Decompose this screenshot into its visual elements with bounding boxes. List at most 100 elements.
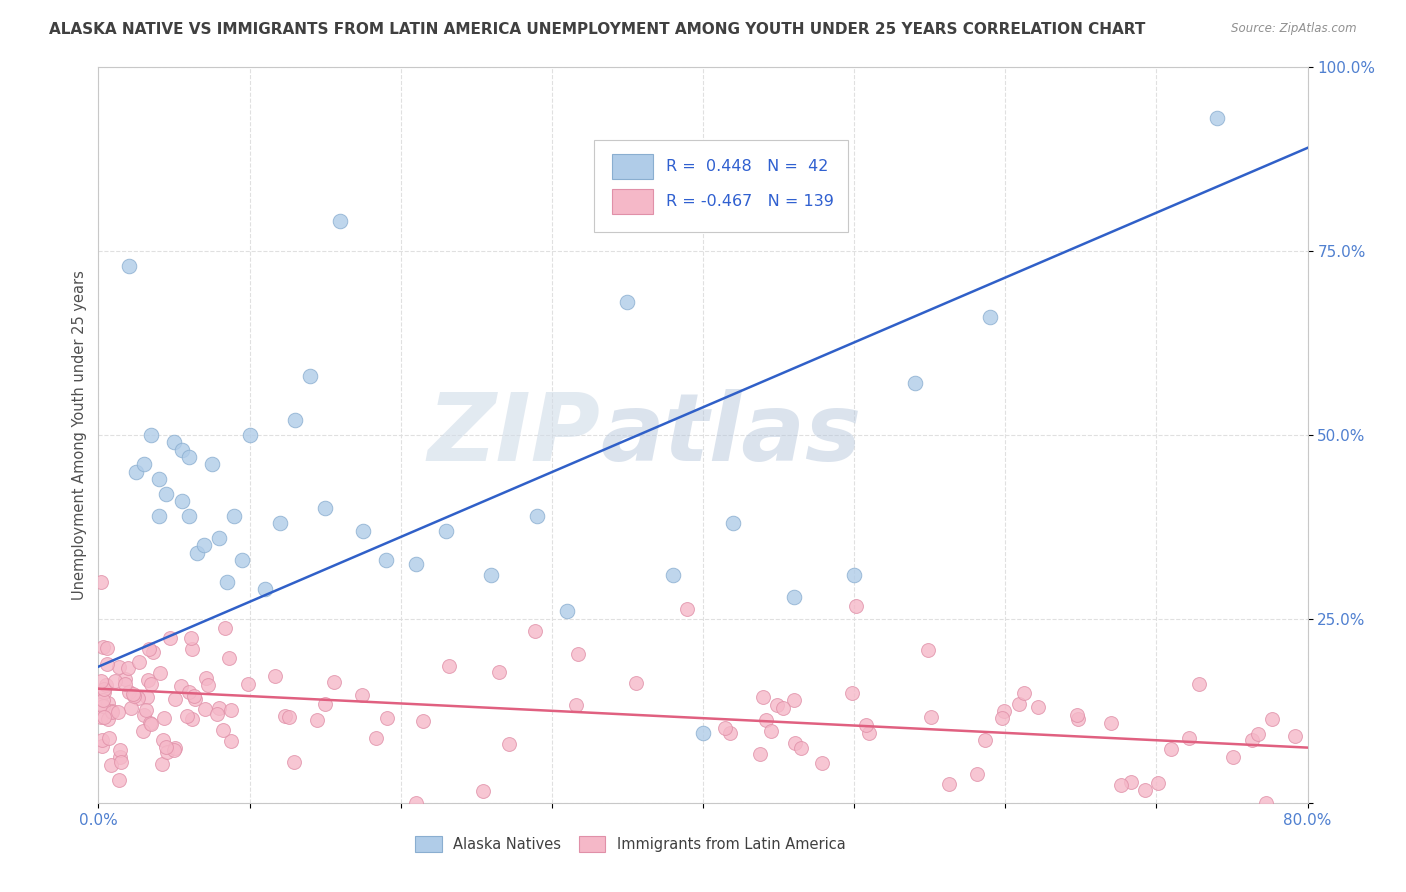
Point	[148, 508, 170, 523]
Point	[96, 657, 118, 672]
Point	[307, 713, 329, 727]
Point	[93, 710, 115, 724]
Point	[122, 687, 145, 701]
Point	[1099, 716, 1122, 731]
Point	[991, 711, 1014, 725]
Point	[1008, 697, 1031, 711]
Point	[152, 733, 174, 747]
Point	[90, 575, 112, 590]
Point	[1261, 712, 1284, 726]
Point	[565, 698, 588, 713]
Point	[238, 677, 260, 691]
Point	[329, 214, 352, 228]
Point	[135, 702, 157, 716]
Point	[299, 369, 322, 384]
Point	[184, 691, 207, 706]
Point	[624, 676, 647, 690]
Point	[215, 575, 238, 590]
Point	[283, 755, 305, 769]
Point	[481, 567, 503, 582]
Point	[90, 733, 112, 747]
Text: ALASKA NATIVE VS IMMIGRANTS FROM LATIN AMERICA UNEMPLOYMENT AMONG YOUTH UNDER 25: ALASKA NATIVE VS IMMIGRANTS FROM LATIN A…	[49, 22, 1146, 37]
Point	[180, 712, 202, 726]
Point	[1206, 112, 1229, 126]
Point	[100, 757, 122, 772]
Point	[170, 442, 193, 457]
Point	[841, 686, 863, 700]
Point	[180, 631, 202, 645]
Point	[90, 710, 112, 724]
Point	[134, 708, 156, 723]
Point	[181, 641, 204, 656]
Point	[904, 376, 927, 391]
Point	[434, 524, 457, 538]
Point	[141, 427, 163, 442]
Point	[616, 295, 638, 310]
Point	[120, 700, 142, 714]
Point	[149, 665, 172, 680]
Point	[163, 743, 186, 757]
Point	[148, 472, 170, 486]
Point	[1147, 776, 1170, 790]
Point	[90, 698, 112, 712]
Point	[224, 508, 246, 523]
Point	[165, 740, 187, 755]
Point	[201, 457, 224, 471]
Point	[412, 714, 434, 728]
Point	[114, 677, 136, 691]
Point	[966, 767, 988, 781]
Point	[785, 736, 807, 750]
Point	[91, 693, 114, 707]
Legend: Alaska Natives, Immigrants from Latin America: Alaska Natives, Immigrants from Latin Am…	[409, 830, 851, 858]
Point	[90, 674, 112, 689]
Point	[150, 756, 173, 771]
Text: R = -0.467   N = 139: R = -0.467 N = 139	[665, 194, 834, 209]
Point	[772, 701, 794, 715]
Point	[263, 669, 285, 683]
Point	[159, 631, 181, 645]
Point	[471, 784, 494, 798]
Point	[208, 701, 231, 715]
Point	[979, 310, 1001, 325]
Text: Source: ZipAtlas.com: Source: ZipAtlas.com	[1232, 22, 1357, 36]
Point	[855, 718, 877, 732]
Point	[179, 450, 201, 464]
Point	[765, 698, 787, 712]
Point	[1247, 727, 1270, 741]
Point	[195, 671, 218, 685]
Point	[1222, 749, 1244, 764]
Point	[107, 705, 129, 719]
Point	[163, 691, 186, 706]
Point	[136, 673, 159, 687]
Point	[127, 691, 149, 706]
Point	[993, 704, 1015, 718]
Point	[108, 773, 131, 788]
Point	[790, 740, 813, 755]
Point	[567, 647, 589, 661]
Point	[917, 643, 939, 657]
FancyBboxPatch shape	[613, 153, 654, 178]
Point	[183, 690, 205, 704]
Point	[170, 494, 193, 508]
Point	[675, 601, 697, 615]
Point	[97, 712, 120, 726]
Point	[405, 557, 427, 571]
Point	[1241, 733, 1264, 747]
Point	[1119, 774, 1142, 789]
Point	[197, 678, 219, 692]
Point	[122, 689, 145, 703]
Point	[114, 672, 136, 686]
Point	[783, 590, 806, 604]
Point	[1254, 796, 1277, 810]
Point	[1026, 700, 1049, 714]
Point	[1178, 731, 1201, 745]
Point	[91, 699, 114, 714]
Point	[132, 457, 155, 471]
Point	[1135, 783, 1157, 797]
Point	[754, 713, 776, 727]
Point	[104, 673, 127, 688]
Point	[218, 650, 240, 665]
FancyBboxPatch shape	[613, 189, 654, 214]
Point	[277, 710, 299, 724]
Point	[1012, 686, 1035, 700]
